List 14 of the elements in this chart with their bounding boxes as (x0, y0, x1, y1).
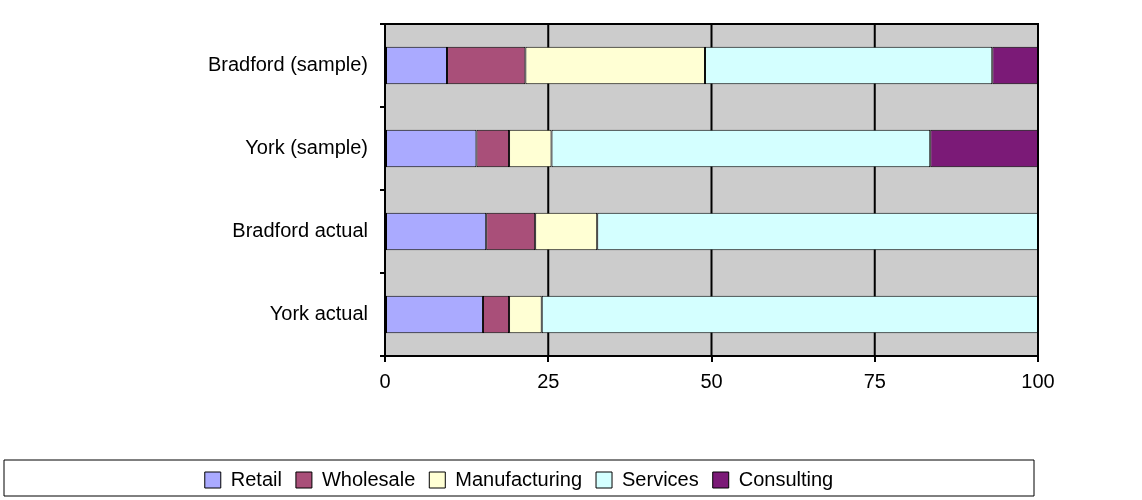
x-tick-label: 75 (863, 369, 886, 392)
x-tick-label: 25 (537, 369, 560, 392)
legend-label: Manufacturing (455, 467, 583, 490)
y-tick-label: Bradford (sample) (207, 53, 368, 76)
y-tick-label: York actual (269, 302, 368, 325)
legend-label: Wholesale (321, 467, 416, 490)
x-tick-label: 50 (700, 369, 723, 392)
legend-label: Consulting (738, 467, 834, 490)
x-tick-label: 100 (1021, 369, 1055, 392)
legend-label: Services (622, 467, 699, 490)
y-tick-label: York (sample) (245, 136, 368, 159)
y-tick-label: Bradford actual (232, 219, 368, 242)
legend-label: Retail (230, 467, 282, 490)
x-tick-label: 0 (379, 369, 391, 392)
